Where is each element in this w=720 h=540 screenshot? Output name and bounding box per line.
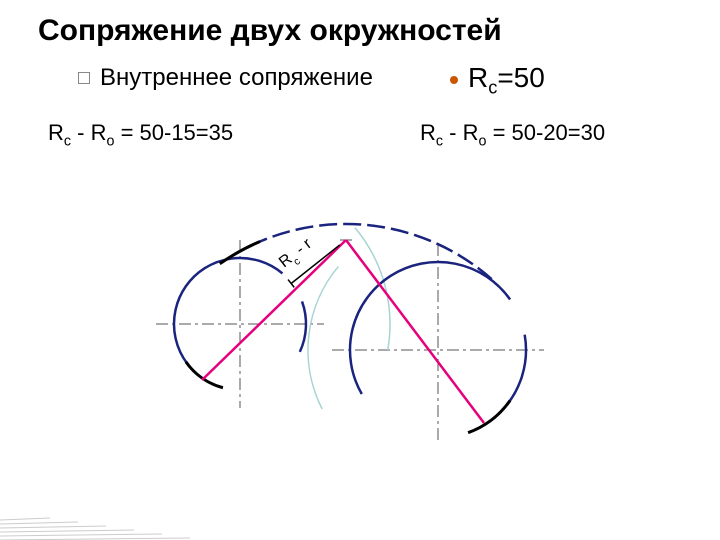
geometry-diagram: Rс - r xyxy=(70,150,630,440)
subtitle-text: Внутреннее сопряжение xyxy=(100,64,373,92)
dot-bullet-icon xyxy=(450,76,458,84)
rc-label-text: Rс=50 xyxy=(468,62,545,99)
equation-right: Rс - Rо = 50-20=30 xyxy=(420,120,605,149)
subtitle-row: Внутреннее сопряжение xyxy=(78,64,373,92)
corner-decoration xyxy=(0,470,190,540)
page-title: Сопряжение двух окружностей xyxy=(38,14,502,48)
svg-text:Rс - r: Rс - r xyxy=(276,235,318,275)
rc-label-row: Rс=50 xyxy=(450,62,545,99)
equation-left: Rс - Rо = 50-15=35 xyxy=(48,120,233,149)
square-bullet-icon xyxy=(78,72,90,84)
